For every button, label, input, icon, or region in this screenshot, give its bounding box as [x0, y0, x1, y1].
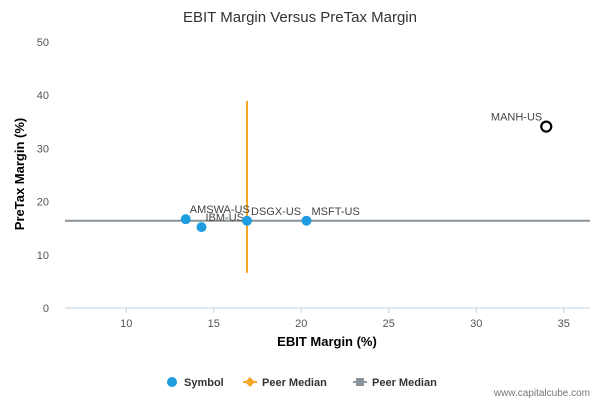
y-tick-label: 10 [37, 250, 49, 262]
x-tick-label: 35 [558, 318, 570, 330]
y-tick-label: 50 [37, 37, 49, 49]
legend[interactable]: Symbol Peer Median Peer Median [167, 377, 437, 389]
data-point-label: MSFT-US [312, 206, 360, 218]
legend-square-marker[interactable] [356, 378, 364, 386]
data-point-label: DSGX-US [251, 206, 301, 218]
x-axis-ticks: 10 15 20 25 30 35 [120, 318, 570, 330]
legend-symbol-marker[interactable] [167, 377, 177, 387]
data-point-hollow[interactable] [540, 120, 553, 133]
chart-title: EBIT Margin Versus PreTax Margin [183, 9, 417, 26]
y-axis-title: PreTax Margin (%) [12, 118, 27, 230]
x-axis-tick-marks [125, 308, 565, 313]
watermark: www.capitalcube.com [493, 388, 590, 399]
data-point-label: IBM-US [206, 212, 245, 224]
data-point[interactable] [196, 222, 207, 233]
x-tick-label: 10 [120, 318, 132, 330]
x-tick-label: 15 [208, 318, 220, 330]
legend-label[interactable]: Peer Median [262, 377, 327, 389]
y-axis-ticks: 0 10 20 30 40 50 [37, 37, 49, 315]
x-tick-label: 20 [295, 318, 307, 330]
x-tick-label: 25 [383, 318, 395, 330]
y-tick-label: 30 [37, 143, 49, 155]
data-point[interactable] [242, 215, 252, 226]
legend-label[interactable]: Peer Median [372, 377, 437, 389]
y-tick-label: 40 [37, 90, 49, 102]
data-point-label: AMSWA-US [190, 204, 250, 216]
legend-label[interactable]: Symbol [184, 377, 224, 389]
data-point[interactable] [180, 214, 191, 225]
y-tick-label: 20 [37, 197, 49, 209]
peer-median-lines [65, 101, 590, 273]
x-axis-title: EBIT Margin (%) [277, 334, 377, 349]
y-tick-label: 0 [43, 303, 49, 315]
x-tick-label: 30 [470, 318, 482, 330]
legend-diamond-marker[interactable] [245, 377, 255, 387]
data-point-label: MANH-US [491, 112, 542, 124]
data-point[interactable] [301, 215, 312, 226]
